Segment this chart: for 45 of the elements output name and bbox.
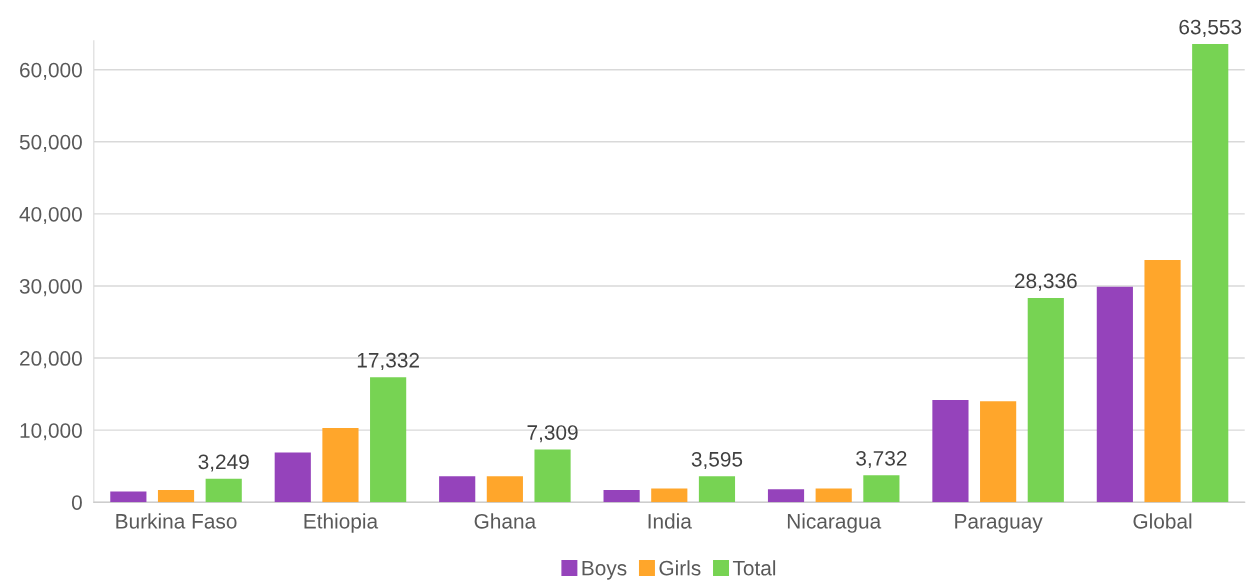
data-label: 3,732 (856, 450, 907, 469)
bar (980, 401, 1017, 503)
bar (932, 399, 969, 503)
bar (767, 489, 805, 503)
bar (1096, 286, 1133, 503)
data-label: 3,595 (691, 451, 743, 470)
x-tick-label: India (648, 513, 692, 529)
bar (1144, 260, 1181, 503)
x-tick-label: Paraguay (955, 514, 1043, 533)
bar (157, 489, 195, 503)
bar (322, 427, 359, 503)
x-tick-label: Global (1133, 513, 1192, 529)
bar (486, 476, 523, 503)
y-tick-label: 10,000 (20, 423, 82, 441)
bar (274, 452, 311, 503)
bar (205, 478, 242, 503)
bar (698, 476, 736, 503)
legend-label: Total (732, 560, 776, 576)
y-tick-label: 20,000 (20, 351, 82, 369)
y-tick-label: 60,000 (20, 62, 82, 80)
bar (863, 475, 900, 503)
bar (603, 489, 640, 503)
bar (439, 476, 476, 503)
data-label: 17,332 (357, 352, 419, 371)
bar (534, 449, 571, 503)
y-tick-label: 0 (71, 495, 82, 510)
bar (651, 488, 688, 503)
x-tick-label: Nicaragua (787, 513, 882, 533)
y-tick-label: 50,000 (19, 134, 82, 153)
y-tick-label: 30,000 (19, 278, 82, 297)
bar (1027, 297, 1064, 503)
bar (1192, 44, 1229, 503)
bar (110, 491, 147, 503)
y-tick-label: 40,000 (19, 206, 82, 225)
legend-label: Girls (659, 560, 701, 576)
x-tick-label: Ethiopia (304, 513, 379, 533)
legend-label: Boys (582, 560, 627, 580)
bar (370, 377, 407, 503)
bar (815, 488, 852, 503)
data-label: 28,336 (1014, 273, 1077, 291)
data-label: 7,309 (527, 425, 578, 443)
data-label: 3,249 (198, 454, 249, 472)
x-tick-label: Burkina Faso (116, 513, 237, 529)
data-label: 63,553 (1179, 19, 1242, 37)
x-tick-label: Ghana (474, 513, 537, 529)
